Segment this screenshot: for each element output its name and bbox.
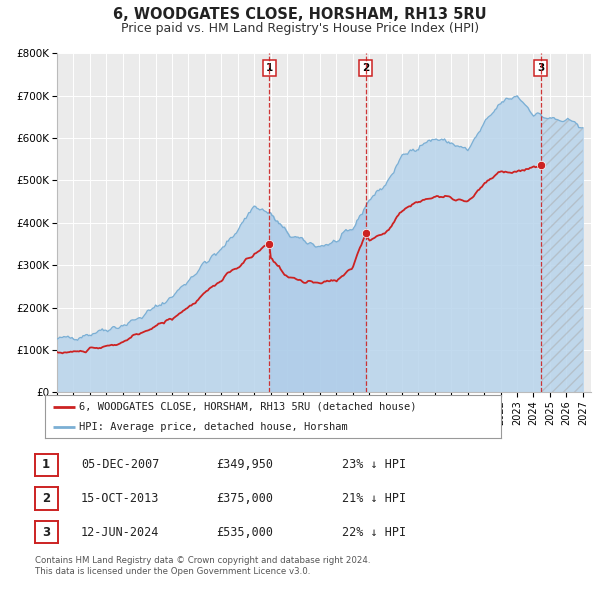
Text: 6, WOODGATES CLOSE, HORSHAM, RH13 5RU (detached house): 6, WOODGATES CLOSE, HORSHAM, RH13 5RU (d… xyxy=(79,402,416,412)
Text: 2: 2 xyxy=(42,492,50,505)
Text: 05-DEC-2007: 05-DEC-2007 xyxy=(81,458,160,471)
Text: Contains HM Land Registry data © Crown copyright and database right 2024.
This d: Contains HM Land Registry data © Crown c… xyxy=(35,556,370,576)
Text: 3: 3 xyxy=(537,63,545,73)
Text: 3: 3 xyxy=(42,526,50,539)
Text: £349,950: £349,950 xyxy=(216,458,273,471)
Text: 1: 1 xyxy=(266,63,273,73)
Text: £535,000: £535,000 xyxy=(216,526,273,539)
Text: 6, WOODGATES CLOSE, HORSHAM, RH13 5RU: 6, WOODGATES CLOSE, HORSHAM, RH13 5RU xyxy=(113,7,487,22)
Text: 2: 2 xyxy=(362,63,370,73)
Text: 12-JUN-2024: 12-JUN-2024 xyxy=(81,526,160,539)
Text: £375,000: £375,000 xyxy=(216,492,273,505)
Text: HPI: Average price, detached house, Horsham: HPI: Average price, detached house, Hors… xyxy=(79,422,348,432)
Text: 22% ↓ HPI: 22% ↓ HPI xyxy=(342,526,406,539)
Text: 21% ↓ HPI: 21% ↓ HPI xyxy=(342,492,406,505)
Text: 1: 1 xyxy=(42,458,50,471)
Text: 15-OCT-2013: 15-OCT-2013 xyxy=(81,492,160,505)
Text: Price paid vs. HM Land Registry's House Price Index (HPI): Price paid vs. HM Land Registry's House … xyxy=(121,22,479,35)
Text: 23% ↓ HPI: 23% ↓ HPI xyxy=(342,458,406,471)
